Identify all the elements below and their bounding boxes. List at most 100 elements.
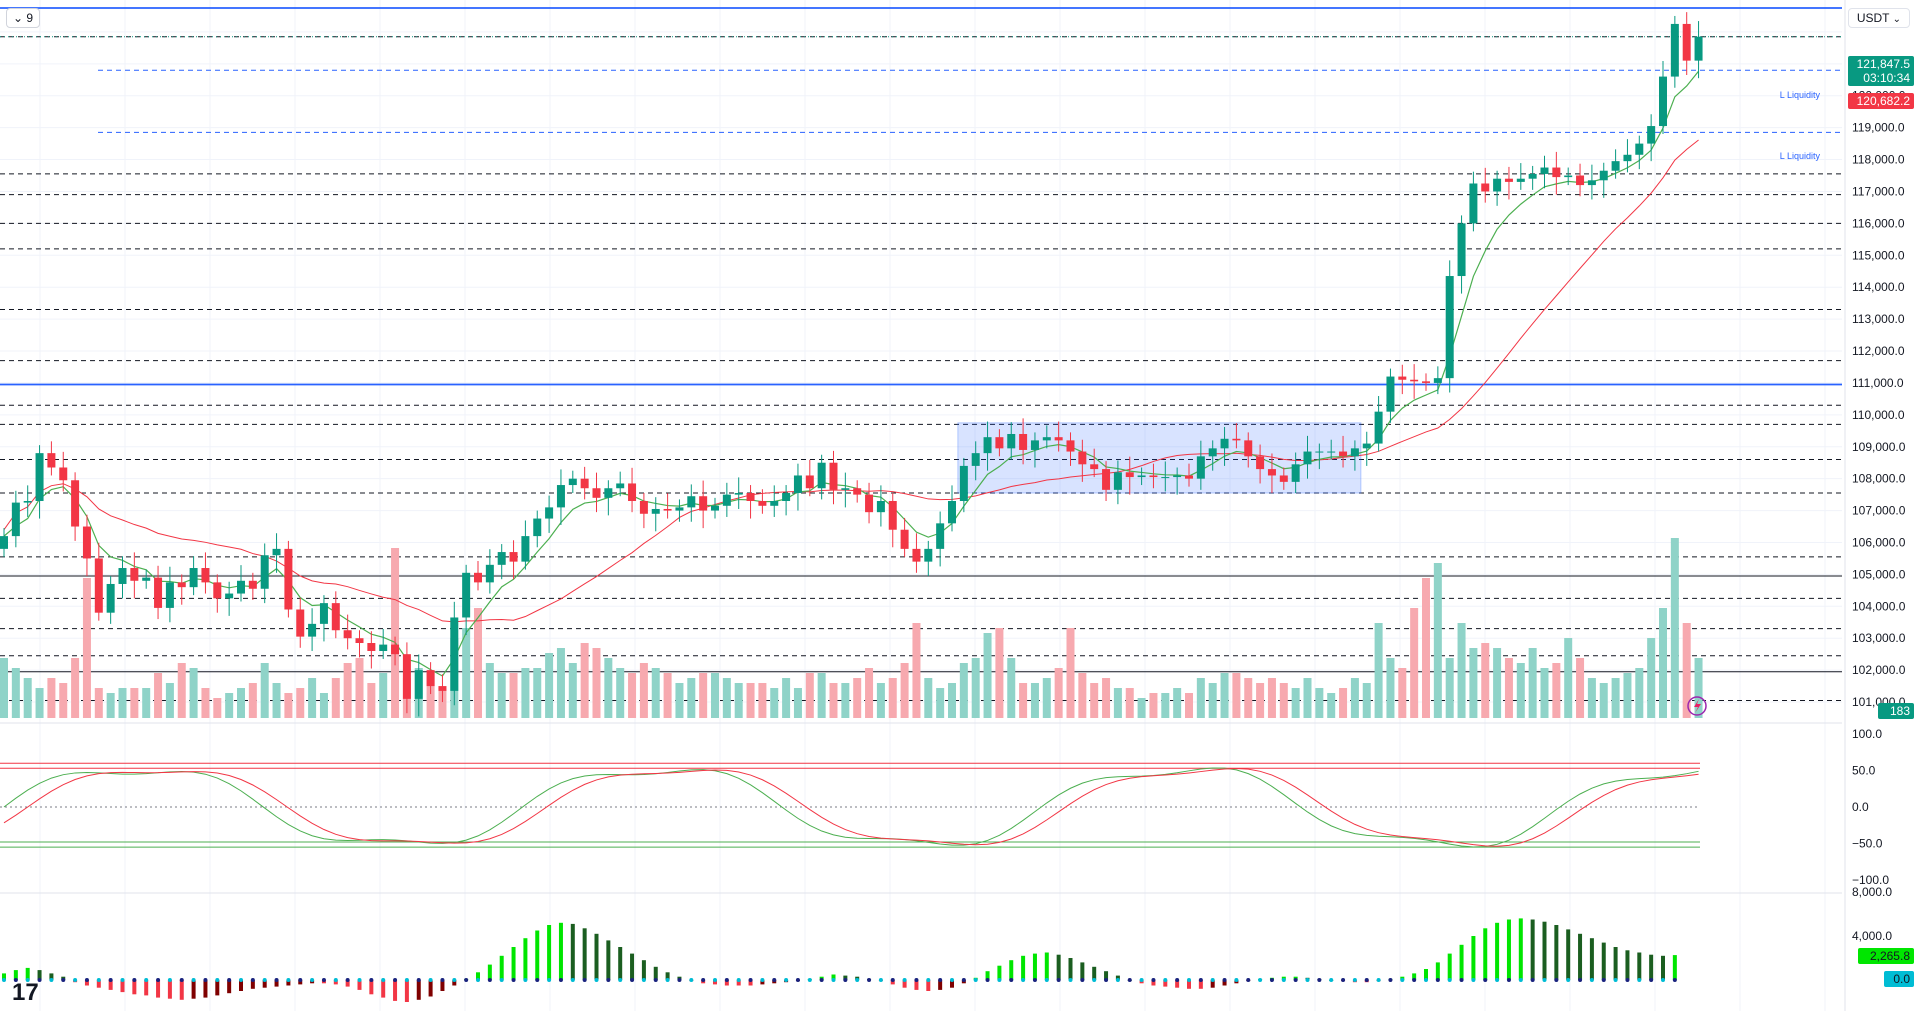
candle-body	[580, 478, 589, 489]
volume-bar	[995, 628, 1004, 718]
volume-bar	[1291, 688, 1300, 718]
candle-body	[628, 483, 637, 502]
volume-bar	[533, 668, 542, 718]
macd-zero-dot	[1530, 978, 1535, 982]
price-axis-ticks[interactable]: 121,000.0120,000.0119,000.0118,000.0117,…	[1852, 57, 1906, 709]
candle-body	[106, 583, 115, 613]
macd-zero-dot	[1258, 978, 1263, 982]
volume-bar	[1007, 658, 1016, 718]
macd-hist-bar	[1495, 922, 1500, 980]
volume-bar	[1374, 623, 1383, 718]
macd-hist-bar	[1044, 952, 1049, 980]
macd-hist-bar	[49, 973, 54, 980]
macd-zero-dot	[321, 978, 326, 982]
candle-body	[1647, 126, 1656, 144]
candle-body	[1125, 472, 1134, 478]
candle-body	[592, 488, 601, 498]
volume-bar	[248, 683, 257, 718]
macd-zero-dot	[203, 978, 208, 982]
macd-zero-dot	[1210, 978, 1215, 982]
volume-bar	[296, 688, 305, 718]
macd-zero-dot	[487, 978, 492, 982]
candle-body	[1019, 433, 1028, 450]
macd-zero-dot	[191, 978, 196, 982]
candle-body	[23, 501, 32, 503]
candle-body	[521, 536, 530, 562]
macd-zero-dot	[132, 978, 137, 982]
candle-body	[1173, 475, 1182, 478]
macd-hist-bar	[1506, 919, 1511, 980]
candle-body	[1457, 223, 1466, 277]
candle-body	[971, 453, 980, 466]
volume-bar	[1185, 693, 1193, 718]
volume-bar	[0, 658, 8, 718]
candle-body	[201, 568, 210, 583]
volume-bar	[260, 663, 269, 718]
stoch-tick-label: 50.0	[1852, 764, 1876, 778]
tradingview-logo[interactable]: 17	[12, 979, 39, 1006]
candle-body	[497, 552, 506, 565]
macd-zero-dot	[452, 978, 457, 982]
candle-body	[1623, 154, 1632, 162]
volume-bar	[675, 683, 684, 718]
macd-hist-bar	[1068, 958, 1073, 980]
macd-hist-bar	[499, 955, 504, 980]
volume-bar	[485, 663, 494, 718]
macd-hist-bar	[1566, 929, 1571, 980]
macd-hist-bar	[582, 928, 587, 980]
candle-body	[912, 548, 921, 562]
volume-bar	[331, 678, 340, 718]
candle-body	[1315, 451, 1324, 453]
volume-bar	[94, 688, 103, 718]
macd-hist-bar	[1163, 980, 1168, 987]
price-tick-label: 109,000.0	[1852, 440, 1906, 454]
macd-hist-bar	[452, 980, 457, 986]
macd-hist-bar	[345, 980, 350, 987]
macd-zero-dot	[1234, 978, 1239, 982]
candle-body	[1291, 464, 1300, 482]
chevron-down-icon: ⌄	[13, 11, 27, 25]
currency-selector[interactable]: USDT ⌄	[1847, 8, 1910, 28]
macd-zero-dot	[333, 978, 338, 982]
macd-zero-dot	[997, 978, 1002, 982]
candle-body	[959, 465, 968, 502]
macd-hist-bar	[476, 972, 480, 980]
macd-zero-dot	[1127, 978, 1132, 982]
macd-zero-dot	[926, 978, 931, 982]
candle-body	[711, 505, 719, 511]
macd-hist-bar	[665, 972, 670, 980]
macd-zero-dot	[902, 978, 907, 982]
volume-bar	[1327, 693, 1336, 718]
macd-zero-dot	[1187, 978, 1191, 982]
macd-hist-bar	[831, 974, 836, 980]
volume-bar	[829, 683, 838, 718]
volume-bar	[604, 658, 613, 718]
macd-zero-dot	[2, 978, 6, 982]
macd-hist-bar	[1424, 969, 1428, 980]
candle-body	[331, 603, 340, 631]
candle-body	[1659, 76, 1667, 127]
macd-hist-bar	[1518, 918, 1523, 980]
interval-dropdown[interactable]: ⌄ 9	[6, 8, 41, 28]
macd-zero-dot	[547, 978, 552, 982]
volume-bar	[1635, 668, 1644, 718]
price-tick-label: 106,000.0	[1852, 535, 1906, 549]
candle-body	[604, 488, 613, 498]
candle-body	[1504, 178, 1513, 182]
consolidation-box[interactable]	[957, 422, 1362, 494]
macd-hist-bar	[203, 980, 208, 998]
candle-body	[94, 558, 103, 613]
alert-lightning-icon[interactable]	[1687, 696, 1707, 716]
macd-hist-bar	[487, 964, 492, 980]
macd-zero-dot	[1341, 978, 1346, 982]
candle-body	[1196, 456, 1205, 479]
candle-body	[462, 572, 471, 618]
volume-bar	[1410, 608, 1419, 718]
candle-body	[948, 501, 956, 524]
macd-zero-dot	[357, 978, 362, 982]
macd-zero-dot	[1424, 978, 1428, 982]
volume-bar	[1587, 678, 1596, 718]
macd-zero-dot	[772, 978, 777, 982]
volume-bar	[1208, 683, 1217, 718]
